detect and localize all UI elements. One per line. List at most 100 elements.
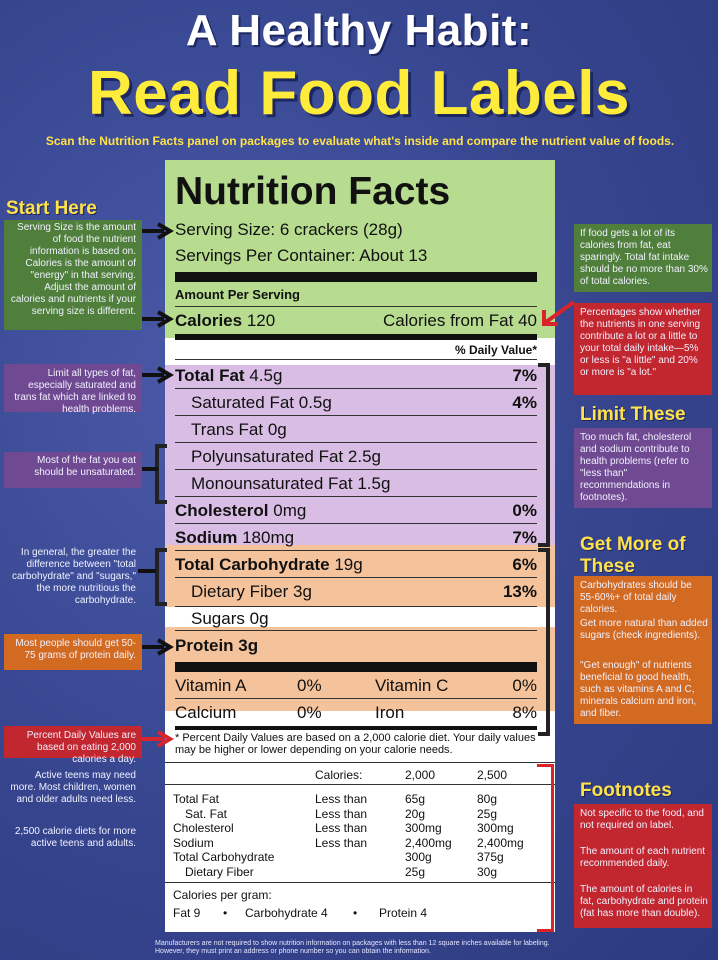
foot-note-2: The amount of each nutrient recommended … <box>580 846 706 869</box>
row-amount: 3g <box>238 636 259 655</box>
fat-note: Limit all types of fat, especially satur… <box>14 368 136 415</box>
fiber-row: Dietary Fiber 3g 13% <box>175 582 537 602</box>
thick-rule-4 <box>175 726 537 730</box>
rule <box>175 415 537 416</box>
limit-note-box <box>574 428 712 508</box>
table-row-name: Sat. Fat <box>185 806 228 821</box>
rule <box>175 442 537 443</box>
arrow-icon <box>138 569 156 573</box>
arrow-icon <box>142 222 174 240</box>
table-row-b: 375g <box>477 850 504 864</box>
footnotes-heading: Footnotes <box>580 780 672 801</box>
table-row-name: Sodium <box>173 835 214 850</box>
row-label: Trans Fat <box>191 420 264 439</box>
start-here-heading: Start Here <box>6 198 97 219</box>
row-dv: 13% <box>502 582 537 601</box>
table-2000-col: 65g 20g 300mg 2,400mg 300g 25g <box>405 792 452 879</box>
vitamin-a-dv: 0% <box>297 676 322 695</box>
table-row-b: 300mg <box>477 821 514 835</box>
percent-note: Percentages show whether the nutrients i… <box>580 307 701 378</box>
calories-from-fat: Calories from Fat 40 <box>383 311 537 330</box>
bottom-note: Manufacturers are not required to show n… <box>155 940 550 955</box>
row-dv: 7% <box>512 528 537 547</box>
arrow-icon <box>142 730 174 748</box>
dv-note-box <box>4 726 142 758</box>
table-row-a: 2,400mg <box>405 835 452 850</box>
limit-bracket <box>538 363 550 547</box>
dv-note: Percent Daily Values are based on eating… <box>26 730 136 765</box>
unsat-bracket <box>155 444 167 504</box>
row-dv: 4% <box>512 393 537 412</box>
rule <box>175 630 537 631</box>
protein-row: Protein 3g <box>175 636 537 656</box>
vitamin-c-label: Vitamin C <box>375 676 449 695</box>
table-2500-col: 80g 25g 300mg 2,400mg 375g 30g <box>477 792 524 879</box>
row-dv: 6% <box>512 555 537 574</box>
arrow-icon <box>142 310 174 328</box>
calories-per-gram: Calories per gram: <box>173 888 272 902</box>
sugars-row: Sugars 0g <box>175 609 537 629</box>
get-more-heading: Get More of These <box>580 534 686 577</box>
foot-note-1: Not specific to the food, and not requir… <box>580 808 704 831</box>
rule <box>165 762 555 763</box>
rule <box>175 606 537 607</box>
serving-note: Serving Size is the amount of food the n… <box>10 222 136 317</box>
title-line-1: A Healthy Habit: <box>185 6 533 55</box>
rule <box>175 698 537 699</box>
row-dv: 7% <box>512 366 537 385</box>
protein-note-box <box>4 634 142 670</box>
serving-size: Serving Size: 6 crackers (28g) <box>175 220 403 239</box>
table-row-b: 30g <box>477 864 498 879</box>
table-row-a: 25g <box>405 864 426 879</box>
fat-per-gram: Fat 9 <box>173 906 201 920</box>
unsat-note: Most of the fat you eat should be unsatu… <box>34 455 136 478</box>
row-amount: 0g <box>249 609 269 628</box>
daily-value-header: % Daily Value* <box>454 343 537 357</box>
cal2500-note: 2,500 calorie diets for more active teen… <box>14 826 136 849</box>
carb-bracket <box>155 548 167 606</box>
footnotes-bracket <box>537 764 554 932</box>
purple-zone <box>165 365 555 545</box>
arrow-icon <box>142 638 174 656</box>
table-row-a: 20g <box>405 806 426 821</box>
table-row-a: 65g <box>405 792 426 806</box>
more-note-box <box>574 576 712 724</box>
table-row-b: 2,400mg <box>477 835 524 850</box>
vitamin-a-label: Vitamin A <box>175 676 247 695</box>
subtitle: Scan the Nutrition Facts panel on packag… <box>45 134 675 148</box>
row-label: Monounsaturated Fat <box>191 474 353 493</box>
row-amount: 0.5g <box>298 393 332 412</box>
total-fat-row: Total Fat 4.5g 7% <box>175 366 537 386</box>
amount-per-serving: Amount Per Serving <box>175 287 300 302</box>
thick-rule-2 <box>175 334 537 340</box>
calories-fat-note-box <box>574 224 712 292</box>
serving-note-box <box>4 220 142 330</box>
footnotes-note-box <box>574 804 712 928</box>
table-row-a: 300g <box>405 850 432 864</box>
table-row-qual: Less than <box>315 821 368 835</box>
poly-fat-row: Polyunsaturated Fat 2.5g <box>175 447 537 467</box>
thick-rule-1 <box>175 272 537 282</box>
calories-fat-note: If food gets a lot of its calories from … <box>580 228 708 287</box>
arrow-icon <box>142 366 174 384</box>
arrow-icon <box>542 300 576 326</box>
table-row-b: 80g <box>477 792 498 806</box>
row-amount: 4.5g <box>249 366 283 385</box>
table-name-col: Total Fat Sat. Fat Cholesterol Sodium To… <box>173 792 274 879</box>
calories-label: Calories <box>175 311 243 330</box>
mono-fat-row: Monounsaturated Fat 1.5g <box>175 474 537 494</box>
saturated-fat-row: Saturated Fat 0.5g 4% <box>175 393 537 413</box>
limit-these-heading: Limit These <box>580 404 686 425</box>
table-row-qual: Less than <box>315 835 368 850</box>
bullet: • <box>223 906 228 920</box>
calories-value: 120 <box>246 311 276 330</box>
orange-zone <box>165 545 555 711</box>
protein-per-gram: Protein 4 <box>379 906 428 920</box>
calcium-dv: 0% <box>297 703 322 722</box>
row-label: Saturated Fat <box>191 393 295 412</box>
row-amount: 0g <box>267 420 287 439</box>
table-row-name: Dietary Fiber <box>185 864 254 879</box>
row-dv: 0% <box>512 501 537 520</box>
vitamin-c-dv: 0% <box>512 676 537 695</box>
nutrition-facts-panel: Nutrition Facts Serving Size: 6 crackers… <box>165 160 555 932</box>
